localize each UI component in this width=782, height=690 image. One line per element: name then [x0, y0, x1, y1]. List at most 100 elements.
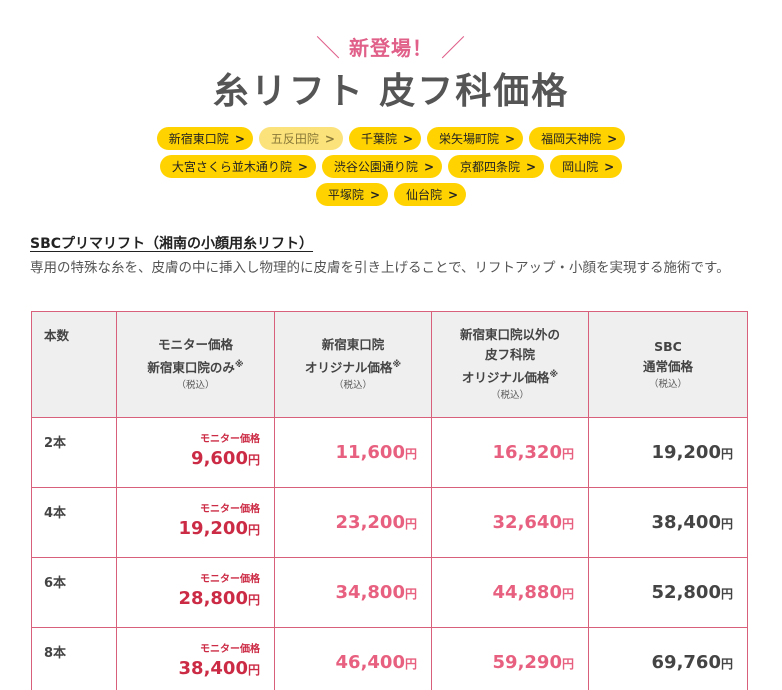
chevron-right-icon: >	[423, 159, 434, 174]
shinjuku-price: 46,400	[335, 652, 405, 673]
clinic-link-sakae[interactable]: 栄矢場町院 >	[427, 127, 524, 150]
clinic-link-gotanda[interactable]: 五反田院 >	[258, 127, 343, 150]
clinic-link-label: 大宮さくら並木通り院	[171, 160, 292, 174]
clinic-link-shibuya[interactable]: 渋谷公園通り院 >	[321, 155, 442, 178]
yen-unit: 円	[247, 523, 260, 537]
chevron-right-icon: >	[297, 159, 308, 174]
sbc-price-cell: 38,400円	[588, 487, 748, 558]
clinic-link-label: 五反田院	[270, 132, 319, 146]
chevron-right-icon: >	[526, 159, 537, 174]
shinjuku-price-cell: 46,400円	[274, 627, 432, 690]
chevron-right-icon: >	[324, 131, 335, 146]
monitor-price: 28,800	[178, 588, 248, 609]
yen-unit: 円	[247, 663, 260, 677]
tax-note: （税込）	[648, 378, 687, 390]
clinic-link-fukuoka[interactable]: 福岡天神院 >	[529, 127, 626, 150]
monitor-label: モニター価格	[200, 574, 260, 585]
clinic-link-hiratsuka[interactable]: 平塚院 >	[315, 183, 388, 206]
row-count: 4本	[31, 487, 117, 558]
yen-unit: 円	[720, 447, 733, 461]
section-description: 専用の特殊な糸を、皮膚の中に挿入し物理的に皮膚を引き上げることで、リフトアップ・…	[30, 260, 730, 276]
other-price-cell: 16,320円	[431, 417, 589, 488]
clinic-nav-row-2: 大宮さくら並木通り院 > 渋谷公園通り院 > 京都四条院 > 岡山院 >	[0, 155, 782, 178]
note-mark: ※	[549, 369, 559, 380]
sbc-price: 69,760	[651, 652, 721, 673]
tax-note: （税込）	[490, 390, 529, 402]
monitor-price-cell: モニター価格 38,400円	[116, 627, 275, 690]
clinic-link-label: 栄矢場町院	[439, 132, 500, 146]
chevron-right-icon: >	[369, 187, 380, 202]
other-price: 32,640	[492, 512, 562, 533]
yen-unit: 円	[247, 593, 260, 607]
clinic-link-label: 平塚院	[327, 188, 364, 202]
row-count: 8本	[31, 627, 117, 690]
clinic-link-okayama[interactable]: 岡山院 >	[550, 155, 623, 178]
row-count: 6本	[31, 557, 117, 628]
tax-note: （税込）	[333, 380, 372, 392]
header-text: 通常価格	[642, 358, 693, 374]
header-text: オリジナル価格	[461, 370, 550, 386]
monitor-label: モニター価格	[200, 434, 260, 445]
header-text: SBC	[654, 338, 682, 354]
chevron-right-icon: >	[234, 131, 245, 146]
clinic-link-shinjuku[interactable]: 新宿東口院 >	[156, 127, 253, 150]
other-price: 59,290	[492, 652, 562, 673]
shinjuku-price-cell: 11,600円	[274, 417, 432, 488]
clinic-link-label: 仙台院	[406, 188, 443, 202]
shinjuku-price: 11,600	[335, 442, 405, 463]
new-badge: ＼ 新登場！ ／	[0, 28, 782, 63]
section-title: SBCプリマリフト（湘南の小顔用糸リフト）	[30, 236, 314, 252]
header-sbc: SBC 通常価格 （税込）	[588, 311, 748, 418]
clinic-link-chiba[interactable]: 千葉院 >	[348, 127, 422, 150]
header-text: 新宿東口院	[321, 336, 385, 352]
sbc-price: 19,200	[651, 442, 721, 463]
new-badge-text: 新登場！	[349, 36, 433, 60]
row-count: 2本	[31, 417, 117, 488]
header-text: 新宿東口院のみ	[147, 360, 235, 376]
sbc-price: 52,800	[651, 582, 721, 603]
note-mark: ※	[392, 359, 402, 370]
clinic-link-sendai[interactable]: 仙台院 >	[394, 183, 467, 206]
shinjuku-price-cell: 34,800円	[274, 557, 432, 628]
sbc-price: 38,400	[651, 512, 721, 533]
other-price: 44,880	[492, 582, 562, 603]
yen-unit: 円	[561, 587, 574, 601]
header-text: 皮フ科院	[484, 346, 535, 362]
header-monitor: モニター価格 新宿東口院のみ※ （税込）	[116, 311, 275, 418]
header-count: 本数	[31, 311, 117, 418]
yen-unit: 円	[720, 587, 733, 601]
other-price: 16,320	[492, 442, 562, 463]
yen-unit: 円	[404, 657, 417, 671]
table-row: 4本 モニター価格 19,200円 23,200円 32,640円 38,400…	[31, 487, 748, 558]
shinjuku-price: 34,800	[335, 582, 405, 603]
clinic-link-label: 京都四条院	[460, 160, 521, 174]
chevron-right-icon: >	[505, 131, 516, 146]
header-text: オリジナル価格	[304, 360, 393, 376]
clinic-link-label: 千葉院	[360, 132, 397, 146]
clinic-nav-row-3: 平塚院 > 仙台院 >	[0, 183, 782, 206]
clinic-link-omiya[interactable]: 大宮さくら並木通り院 >	[159, 155, 316, 178]
clinic-nav: 新宿東口院 > 五反田院 > 千葉院 > 栄矢場町院 > 福岡天神院 > 大宮さくら並木通…	[0, 127, 782, 211]
sbc-price-cell: 19,200円	[588, 417, 748, 488]
monitor-price-cell: モニター価格 28,800円	[116, 557, 275, 628]
price-table: 本数 モニター価格 新宿東口院のみ※ （税込） 新宿東口院 オリジナル価格※ （…	[31, 311, 748, 690]
clinic-link-label: 岡山院	[562, 160, 599, 174]
clinic-link-label: 新宿東口院	[168, 132, 229, 146]
yen-unit: 円	[404, 587, 417, 601]
note-mark: ※	[234, 359, 244, 370]
yen-unit: 円	[247, 453, 260, 467]
monitor-label: モニター価格	[200, 644, 260, 655]
yen-unit: 円	[561, 657, 574, 671]
sbc-price-cell: 52,800円	[588, 557, 748, 628]
clinic-link-kyoto[interactable]: 京都四条院 >	[448, 155, 545, 178]
yen-unit: 円	[561, 517, 574, 531]
monitor-label: モニター価格	[200, 504, 260, 515]
clinic-nav-row-1: 新宿東口院 > 五反田院 > 千葉院 > 栄矢場町院 > 福岡天神院 >	[0, 127, 782, 150]
clinic-link-label: 福岡天神院	[541, 132, 602, 146]
header-text: 新宿東口院以外の	[459, 326, 560, 342]
chevron-right-icon: >	[607, 131, 618, 146]
yen-unit: 円	[561, 447, 574, 461]
yen-unit: 円	[720, 657, 733, 671]
slash-left-icon: ＼	[316, 34, 342, 62]
